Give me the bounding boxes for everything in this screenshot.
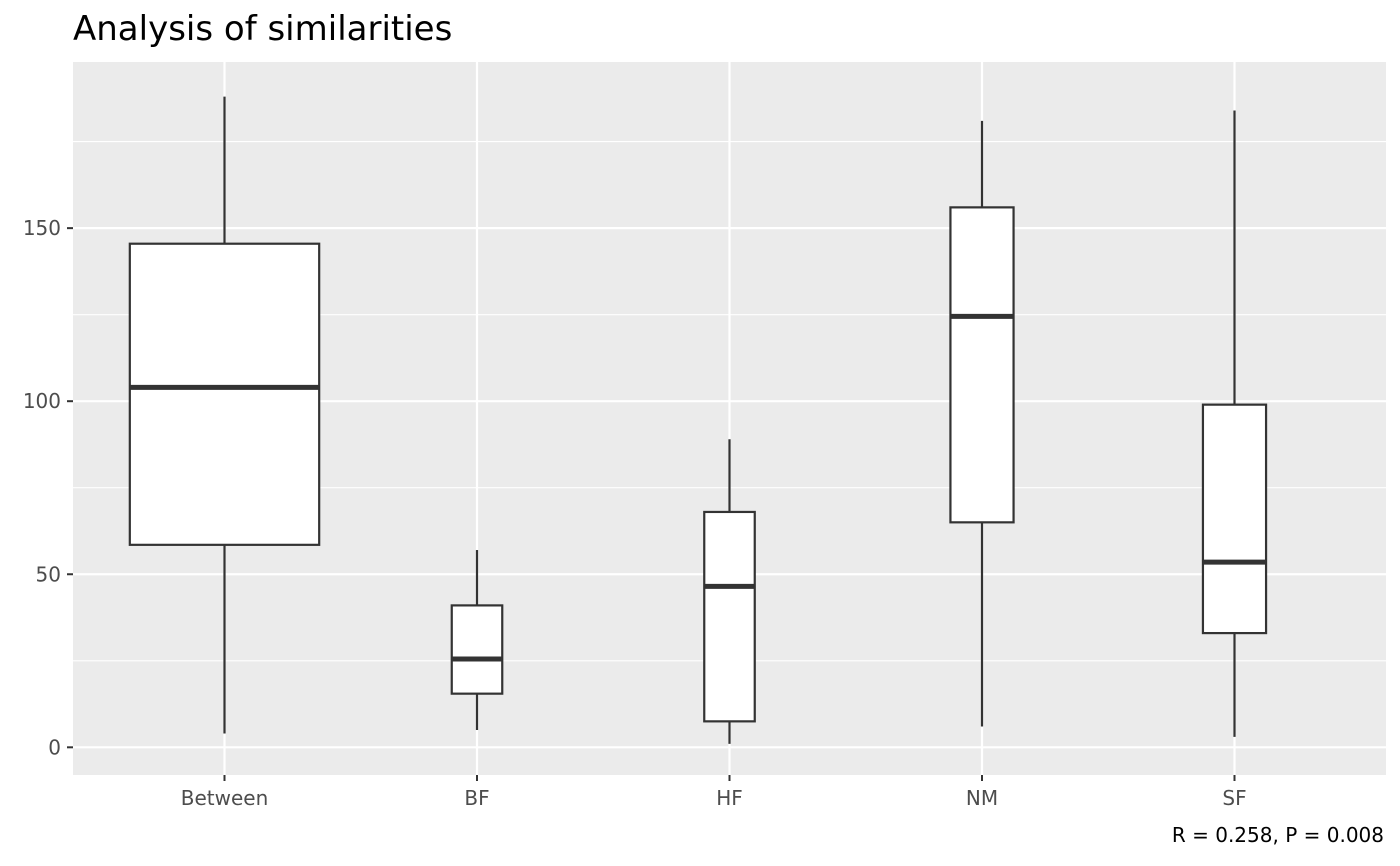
- y-tick-label: 100: [23, 389, 61, 413]
- iqr-box: [450, 604, 504, 695]
- x-tick-label: Between: [181, 786, 269, 810]
- axes: 0 50 100 150 Between BF HF NM SF: [23, 216, 1247, 810]
- chart-title: Analysis of similarities: [73, 9, 452, 49]
- chart-caption: R = 0.258, P = 0.008: [1172, 823, 1384, 847]
- y-tick-label: 150: [23, 216, 61, 240]
- box-sf: [1201, 110, 1268, 737]
- iqr-box: [1201, 403, 1268, 635]
- y-tick-label: 50: [36, 562, 61, 586]
- box-series: [128, 96, 1268, 744]
- y-tick-label: 0: [48, 735, 61, 759]
- box-bf: [450, 550, 504, 731]
- iqr-box: [949, 206, 1015, 524]
- iqr-box: [128, 242, 321, 546]
- x-tick-label: BF: [464, 786, 489, 810]
- iqr-box: [703, 510, 756, 723]
- box-nm: [949, 120, 1015, 727]
- x-tick-label: HF: [716, 786, 743, 810]
- box-between: [128, 96, 321, 734]
- x-tick-label: NM: [966, 786, 998, 810]
- x-tick-label: SF: [1222, 786, 1246, 810]
- box-hf: [703, 439, 756, 744]
